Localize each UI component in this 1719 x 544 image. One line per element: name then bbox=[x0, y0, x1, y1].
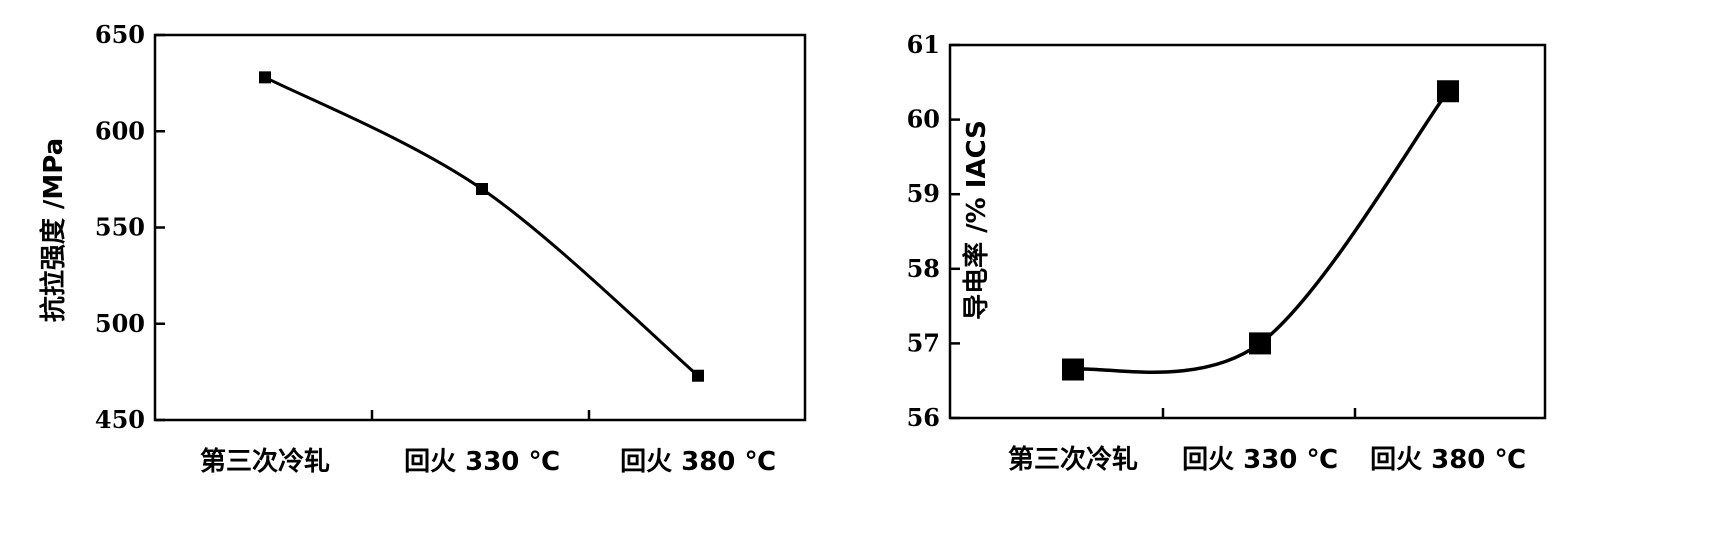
x-category-label: 第三次冷轧 bbox=[1008, 444, 1138, 475]
series-line bbox=[264, 76, 699, 377]
plot-frame bbox=[153, 33, 807, 422]
y-tick-label: 59 bbox=[907, 179, 940, 208]
data-point-marker bbox=[1249, 332, 1271, 355]
data-point-marker bbox=[692, 369, 704, 382]
data-point-marker bbox=[476, 183, 488, 195]
x-category-label: 回火 380 ℃ bbox=[620, 447, 776, 477]
tensile-strength-chart: 抗拉强度 /MPa 450 500 550 600 650 第三次冷轧 回火 330 ℃ 回火… bbox=[38, 20, 807, 477]
y-axis-title: 抗拉强度 /MPa bbox=[38, 138, 69, 322]
y-axis-title: 导电率 /% IACS bbox=[961, 120, 992, 320]
y-tick-label: 600 bbox=[95, 116, 145, 145]
y-tick-label: 450 bbox=[95, 405, 145, 434]
x-category-label: 回火 330 ℃ bbox=[1182, 445, 1338, 475]
y-tick-label: 550 bbox=[95, 213, 145, 242]
series-line bbox=[1072, 90, 1450, 374]
conductivity-chart: 导电率 /% IACS 56 57 58 59 60 61 第三次冷轧 回火 330 ℃ 回火 … bbox=[907, 30, 1547, 475]
data-point-marker bbox=[259, 71, 271, 84]
y-tick-label: 500 bbox=[95, 309, 145, 338]
data-point-marker bbox=[1062, 358, 1084, 381]
y-tick-label: 60 bbox=[907, 105, 940, 134]
y-tick-label: 58 bbox=[907, 254, 940, 283]
x-category-label: 回火 330 ℃ bbox=[404, 447, 560, 477]
y-tick-label: 57 bbox=[907, 328, 940, 357]
y-tick-label: 61 bbox=[907, 30, 940, 59]
plot-frame bbox=[948, 43, 1547, 420]
data-point-marker bbox=[1437, 80, 1459, 103]
x-category-label: 第三次冷轧 bbox=[200, 446, 330, 477]
y-tick-label: 56 bbox=[907, 403, 940, 432]
x-category-label: 回火 380 ℃ bbox=[1370, 445, 1526, 475]
y-tick-label: 650 bbox=[95, 20, 145, 49]
